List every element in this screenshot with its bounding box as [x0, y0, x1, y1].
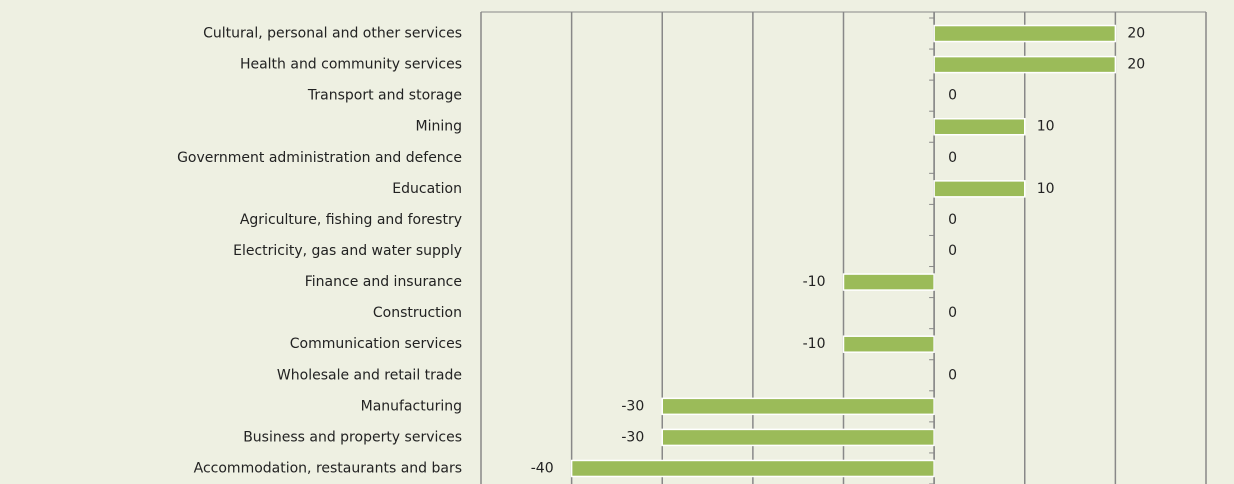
bar [933, 117, 1026, 136]
value-label: 0 [948, 243, 957, 259]
bar [842, 335, 935, 353]
bar [933, 55, 1117, 74]
y-tick-label: Accommodation, restaurants and bars [194, 460, 462, 476]
bar [570, 459, 935, 478]
value-label: -10 [803, 274, 826, 290]
value-label: 10 [1037, 119, 1055, 135]
value-label: -10 [803, 336, 826, 352]
y-tick-label: Cultural, personal and other services [203, 26, 462, 42]
bar [842, 273, 935, 291]
y-tick-label: Electricity, gas and water supply [233, 243, 462, 259]
y-tick-label: Government administration and defence [177, 150, 462, 166]
value-label: 0 [948, 88, 957, 104]
y-tick-label: Business and property services [243, 429, 462, 445]
value-label: 0 [948, 150, 957, 166]
value-label: -40 [531, 460, 554, 476]
value-label: -30 [621, 398, 644, 414]
y-tick-label: Agriculture, fishing and forestry [240, 212, 462, 228]
value-label: 20 [1127, 57, 1145, 73]
y-tick-label: Wholesale and retail trade [277, 367, 462, 383]
value-label: 20 [1127, 26, 1145, 42]
y-tick-label: Finance and insurance [305, 274, 462, 290]
value-label: 10 [1037, 181, 1055, 197]
y-tick-label: Health and community services [240, 57, 462, 73]
value-label: 0 [948, 305, 957, 321]
y-tick-label: Education [392, 181, 462, 197]
y-tick-label: Communication services [290, 336, 462, 352]
y-tick-label: Mining [416, 119, 463, 135]
value-label: -30 [621, 429, 644, 445]
y-tick-label: Transport and storage [307, 88, 462, 104]
y-tick-label: Construction [373, 305, 462, 321]
bar [933, 180, 1026, 198]
bar [661, 428, 935, 447]
bar [661, 397, 935, 416]
bar [933, 24, 1117, 43]
value-label: 0 [948, 212, 957, 228]
value-label: 0 [948, 367, 957, 383]
y-tick-label: Manufacturing [361, 398, 462, 414]
